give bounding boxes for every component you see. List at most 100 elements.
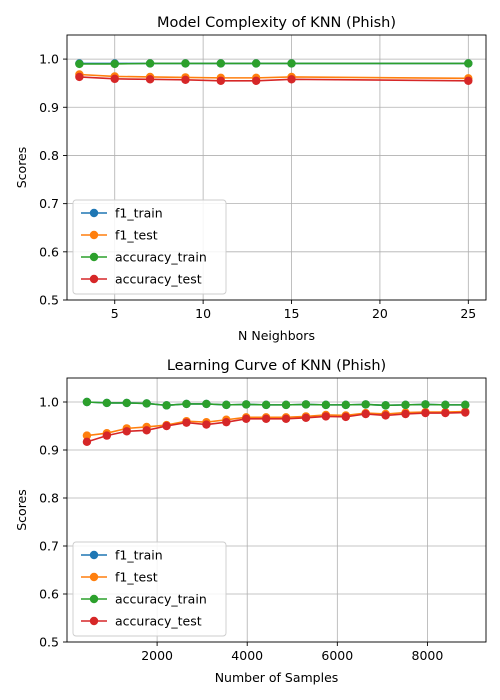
data-point-accuracy_train [441,400,450,410]
y-tick-label: 0.8 [39,491,59,506]
chart-title: Model Complexity of KNN (Phish) [157,15,396,31]
data-point-accuracy_train [222,400,231,410]
data-point-accuracy_train [261,400,271,410]
legend-marker-accuracy_test [89,274,99,284]
axes-frame [66,377,487,643]
legend-label-f1_train: f1_train [115,206,163,221]
y-tick-label: 0.7 [39,539,59,554]
data-point-accuracy_test [182,418,191,427]
data-point-accuracy_test [461,408,470,417]
data-point-accuracy_test [421,408,430,418]
x-tick-label: 5 [111,306,119,321]
y-tick-label: 0.6 [39,244,59,259]
data-point-accuracy_test [261,414,271,423]
data-point-accuracy_train [122,398,131,408]
legend-label-accuracy_test: accuracy_test [115,614,202,629]
legend-label-f1_train: f1_train [115,548,163,563]
data-point-accuracy_train [461,400,470,410]
data-point-accuracy_train [142,399,151,408]
y-axis-label: Scores [14,489,29,531]
x-tick-label: 20 [372,306,388,321]
legend-marker-accuracy_train [89,594,99,604]
x-tick-label: 2000 [141,648,173,663]
data-point-accuracy_train [401,400,410,410]
data-point-accuracy_test [401,409,410,419]
data-point-accuracy_test [110,74,119,84]
data-point-accuracy_test [321,412,331,421]
data-point-accuracy_test [82,437,92,447]
data-point-accuracy_test [242,414,251,423]
data-point-accuracy_train [251,59,261,68]
x-tick-label: 10 [195,306,211,321]
data-point-accuracy_train [301,400,311,409]
data-point-accuracy_train [361,400,370,409]
legend: f1_train f1_test accuracy_train accuracy_te… [72,199,227,295]
y-tick-label: 1.0 [39,395,59,410]
data-point-accuracy_test [361,409,370,419]
data-point-accuracy_test [222,417,231,427]
series-line-f1_test [79,73,469,80]
data-point-accuracy_train [145,59,155,68]
data-point-accuracy_train [202,399,211,409]
y-tick-label: 0.5 [39,293,59,308]
legend-label-accuracy_train: accuracy_train [115,592,207,607]
data-point-accuracy_train [181,59,190,68]
y-tick-label: 0.7 [39,196,59,211]
legend-label-accuracy_test: accuracy_test [115,272,202,287]
data-point-accuracy_test [202,420,211,429]
legend-marker-f1_train [89,208,99,218]
y-tick-label: 0.8 [39,148,59,163]
data-point-f1_test [82,431,92,440]
data-point-accuracy_train [162,401,171,410]
legend-label-f1_test: f1_test [115,228,158,243]
legend-box [72,541,227,637]
x-axis-label: N Neighbors [238,328,315,343]
model-complexity-chart: 5 10 15 20 25 0.5 0.6 0.7 0.8 0.9 1.0 Model Complex… [14,15,487,343]
data-point-accuracy_train [281,400,291,410]
x-tick-label: 6000 [321,648,353,663]
x-tick-label: 15 [284,306,300,321]
data-point-accuracy_test [464,76,473,85]
legend-label-f1_test: f1_test [115,570,158,585]
y-tick-label: 0.9 [39,100,59,115]
data-point-accuracy_test [381,411,390,420]
y-tick-label: 1.0 [39,52,59,67]
data-point-accuracy_test [162,421,171,431]
x-tick-label: 8000 [412,648,444,663]
x-tick-label: 25 [460,306,476,321]
data-point-accuracy_test [122,427,131,436]
legend-marker-f1_train [89,550,99,560]
data-point-accuracy_test [341,412,350,422]
x-axis-label: Number of Samples [215,670,339,685]
data-point-accuracy_test [441,408,450,418]
data-point-accuracy_test [145,75,155,84]
data-point-accuracy_train [75,59,84,69]
y-tick-label: 0.5 [39,635,59,650]
data-point-accuracy_train [421,400,430,409]
data-point-accuracy_test [287,75,296,84]
data-point-accuracy_train [287,59,296,68]
data-point-accuracy_train [381,401,390,410]
learning-curve-chart: 2000 4000 6000 8000 0.5 0.6 0.7 0.8 0.9 1.0 Learni… [14,358,487,685]
data-point-accuracy_train [341,400,350,410]
legend-marker-f1_test [89,230,99,240]
data-point-accuracy_test [301,413,311,423]
data-point-accuracy_train [110,59,119,69]
data-point-accuracy_train [182,399,191,409]
data-point-accuracy_test [251,76,261,85]
data-point-accuracy_test [75,72,84,82]
data-point-accuracy_test [281,414,291,423]
legend-box [72,199,227,295]
data-point-accuracy_test [142,426,151,435]
data-point-accuracy_train [82,397,92,407]
legend-label-accuracy_train: accuracy_train [115,250,207,265]
legend-marker-f1_test [89,572,99,582]
legend: f1_train f1_test accuracy_train accuracy_te… [72,541,227,637]
y-tick-label: 0.6 [39,587,59,602]
series-line-accuracy_test [79,76,469,82]
data-point-accuracy_train [102,398,112,408]
x-tick-label: 4000 [231,648,263,663]
y-axis-label: Scores [14,147,29,189]
legend-marker-accuracy_test [89,616,99,626]
